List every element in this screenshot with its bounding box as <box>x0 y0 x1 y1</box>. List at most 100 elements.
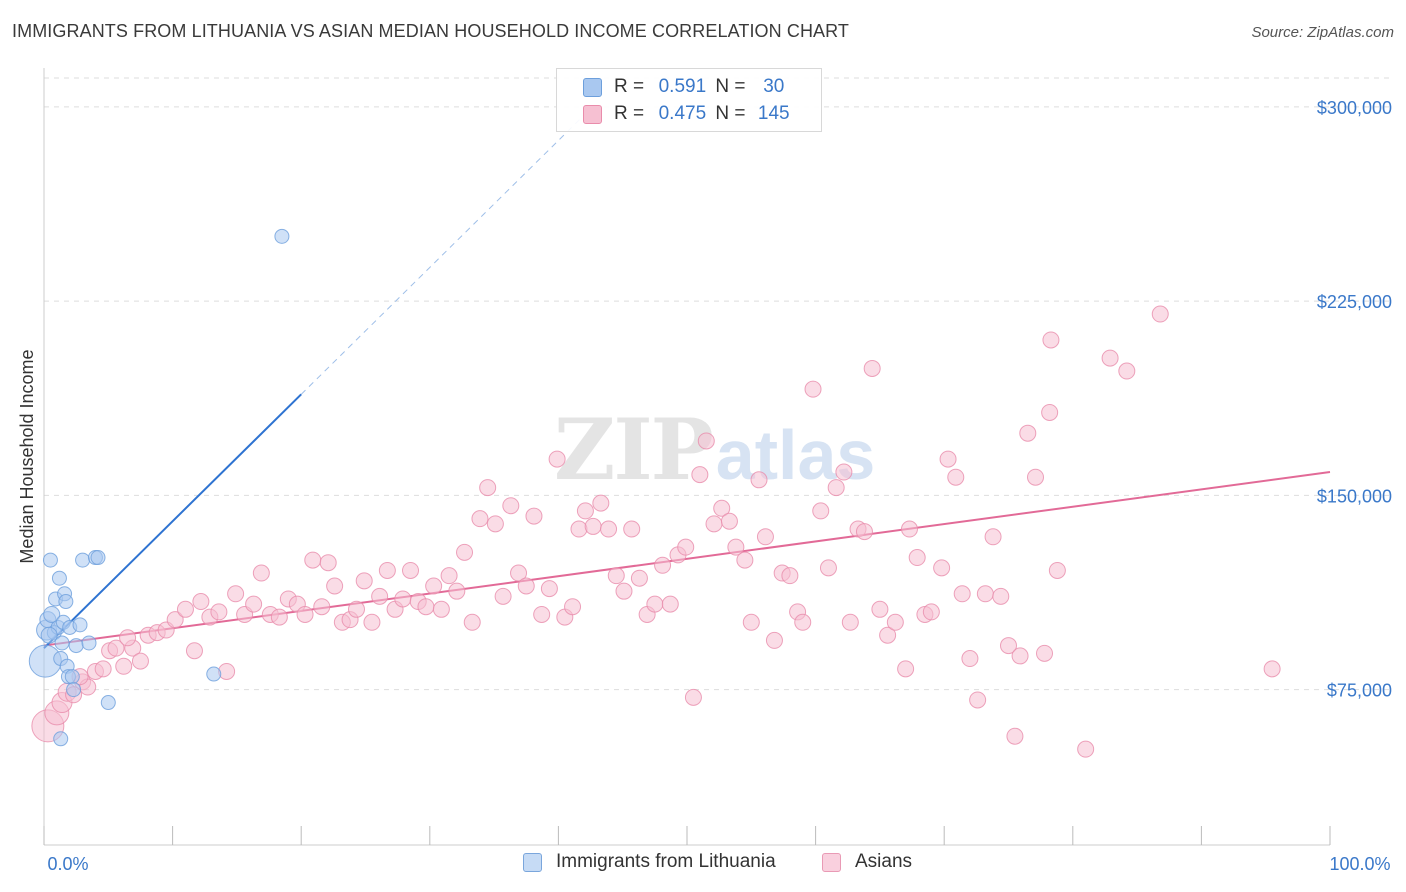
point-asians <box>812 502 830 520</box>
point-asians <box>363 613 381 631</box>
point-asians <box>742 613 760 631</box>
point-asians <box>677 538 695 556</box>
point-asians <box>1011 647 1029 665</box>
series-legend: Immigrants from Lithuania Asians <box>0 851 1406 877</box>
point-asians <box>432 600 450 618</box>
point-asians <box>166 611 184 629</box>
point-asians <box>697 432 715 450</box>
point-asians <box>781 567 799 585</box>
point-asians <box>394 590 412 608</box>
point-asians <box>1036 644 1054 662</box>
trend-line-lithuania <box>43 393 302 649</box>
point-asians <box>933 559 951 577</box>
point-asians <box>296 605 314 623</box>
point-asians <box>494 587 512 605</box>
point-asians <box>1077 740 1095 758</box>
point-asians <box>378 561 396 579</box>
point-asians <box>879 626 897 644</box>
point-asians <box>863 359 881 377</box>
x-tick-label-min: 0.0% <box>47 854 88 874</box>
point-asians <box>313 598 331 616</box>
point-lithuania <box>58 594 74 610</box>
x-tick-label-max: 100.0% <box>1329 854 1390 874</box>
point-lithuania <box>81 635 97 651</box>
point-asians <box>661 595 679 613</box>
point-asians <box>402 561 420 579</box>
series-asians <box>31 305 1281 758</box>
trend-line-asians <box>43 471 1331 647</box>
legend-r-label: R = <box>614 103 645 124</box>
point-asians <box>304 551 322 569</box>
legend-n-value: 145 <box>757 103 790 124</box>
point-asians <box>727 538 745 556</box>
point-asians <box>750 471 768 489</box>
point-asians <box>1048 561 1066 579</box>
point-asians <box>976 585 994 603</box>
point-asians <box>646 595 664 613</box>
gridlines <box>44 77 1392 691</box>
point-lithuania <box>64 669 80 685</box>
legend-n-label: N = <box>715 76 746 97</box>
point-asians <box>227 585 245 603</box>
point-asians <box>705 515 723 533</box>
point-asians <box>326 577 344 595</box>
point-lithuania <box>40 626 58 644</box>
point-asians <box>961 650 979 668</box>
point-asians <box>564 598 582 616</box>
point-lithuania <box>100 695 116 711</box>
point-asians <box>835 463 853 481</box>
series-lithuania <box>28 228 290 747</box>
point-asians <box>176 600 194 618</box>
point-asians <box>992 587 1010 605</box>
y-tick-label: $75,000 <box>1327 681 1392 701</box>
point-lithuania <box>274 228 290 244</box>
point-asians <box>720 512 738 530</box>
point-lithuania <box>90 550 106 566</box>
point-asians <box>654 556 672 574</box>
point-asians <box>804 380 822 398</box>
legend-r-value: 0.475 <box>658 103 707 124</box>
stats-legend: R = 0.591 N = 30 R = 0.475 N = 145 <box>556 68 822 132</box>
point-asians <box>119 629 137 647</box>
point-lithuania <box>72 617 88 633</box>
point-lithuania <box>75 552 91 568</box>
point-lithuania <box>51 570 67 586</box>
point-asians <box>584 517 602 535</box>
point-asians <box>448 582 466 600</box>
trend-line-lithuania-extension <box>300 114 585 395</box>
point-asians <box>736 551 754 569</box>
point-asians <box>819 559 837 577</box>
legend-r-label: R = <box>614 76 645 97</box>
legend-swatch-lithuania <box>583 77 602 97</box>
point-asians <box>908 549 926 567</box>
point-asians <box>517 577 535 595</box>
point-asians <box>1101 349 1119 367</box>
point-asians <box>922 603 940 621</box>
point-asians <box>210 603 228 621</box>
point-asians <box>623 520 641 538</box>
legend-item-lithuania[interactable]: Immigrants from Lithuania <box>523 851 776 873</box>
point-asians <box>969 691 987 709</box>
y-axis-label: Median Household Income <box>17 349 37 563</box>
point-asians <box>886 613 904 631</box>
y-tick-label: $300,000 <box>1317 98 1392 118</box>
point-asians <box>1118 362 1136 380</box>
legend-label-lithuania: Immigrants from Lithuania <box>556 851 776 872</box>
chart-title: IMMIGRANTS FROM LITHUANIA VS ASIAN MEDIA… <box>12 21 850 41</box>
legend-swatch-asians <box>822 852 841 872</box>
point-asians <box>1151 305 1169 323</box>
point-asians <box>218 662 236 680</box>
point-asians <box>371 587 389 605</box>
point-asians <box>425 577 443 595</box>
legend-r-value: 0.591 <box>658 76 707 97</box>
point-lithuania <box>66 682 82 698</box>
legend-item-asians[interactable]: Asians <box>822 851 912 873</box>
point-asians <box>615 582 633 600</box>
trend-lines <box>43 114 1331 649</box>
legend-row-lithuania: R = 0.591 N = 30 <box>583 75 797 99</box>
legend-swatch-lithuania <box>523 852 542 872</box>
y-tick-label: $150,000 <box>1317 486 1392 506</box>
point-asians <box>1000 637 1017 655</box>
point-asians <box>94 660 112 678</box>
y-tick-label: $225,000 <box>1317 292 1392 312</box>
